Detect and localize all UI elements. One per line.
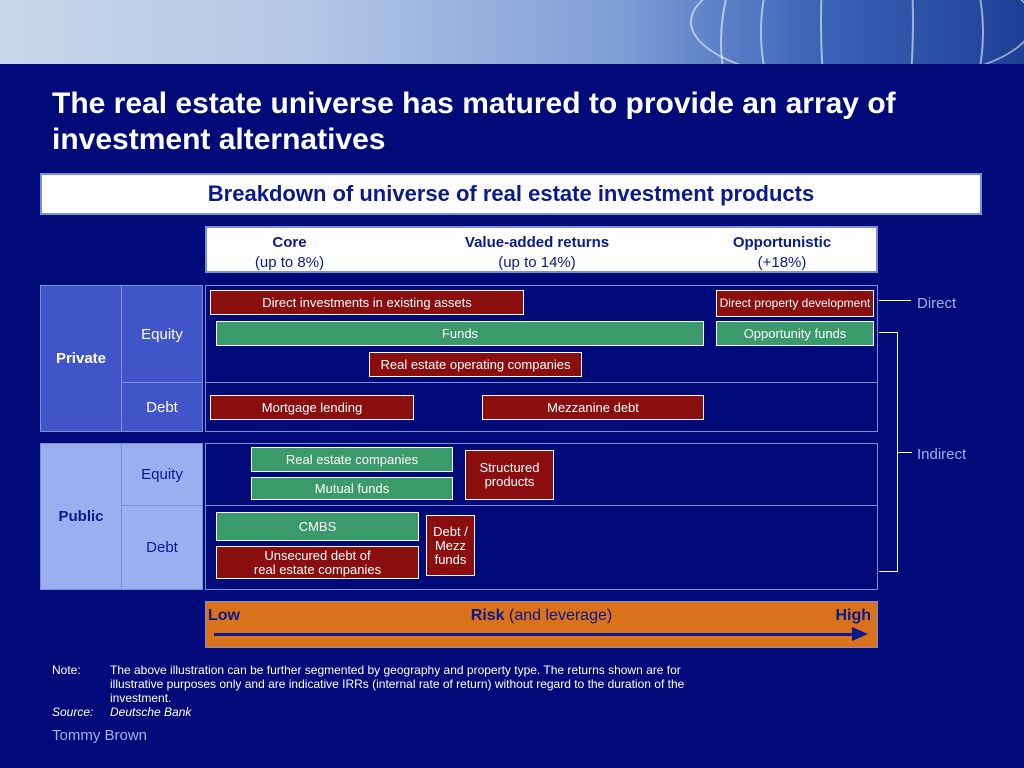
product-reoc: Real estate operating companies	[369, 352, 582, 377]
market-private: Private	[40, 285, 122, 432]
risk-arrow-shaft	[214, 633, 854, 636]
product-mezzanine-debt: Mezzanine debt	[482, 395, 704, 420]
source-key: Source:	[52, 705, 94, 719]
access-direct-label: Direct	[917, 295, 957, 312]
return-value-added: Value-added returns (up to 14%)	[437, 233, 637, 273]
slide-title: The real estate universe has matured to …	[52, 87, 896, 156]
return-opportunistic: Opportunistic (+18%)	[712, 233, 852, 273]
note-text: The above illustration can be further se…	[110, 663, 685, 705]
risk-arrow-icon	[852, 627, 868, 641]
note-row: Note: The above illustration can be furt…	[52, 663, 732, 705]
access-indirect-label: Indirect	[917, 446, 967, 463]
product-mortgage-lending-label: Mortgage lending	[261, 399, 363, 415]
note-key: Note:	[52, 663, 81, 677]
product-cmbs: CMBS	[216, 512, 419, 541]
private-debt-text: Debt	[146, 398, 178, 416]
product-unsecured-debt-line1: Unsecured debt of	[264, 547, 371, 563]
source-text: Deutsche Bank	[110, 705, 192, 719]
public-equity-label: Equity	[121, 443, 203, 506]
subtitle-text: Breakdown of universe of real estate inv…	[207, 181, 815, 206]
product-direct-property-dev-label: Direct property development	[719, 296, 871, 310]
private-equity-text: Equity	[141, 325, 183, 343]
product-opportunity-funds: Opportunity funds	[716, 321, 874, 346]
return-core-heading: Core	[272, 234, 307, 251]
author-name: Tommy Brown	[52, 727, 148, 744]
public-equity-text: Equity	[141, 466, 183, 483]
direct-connector	[879, 300, 911, 301]
indirect-connector	[898, 452, 912, 453]
return-core-value: (up to 8%)	[254, 254, 325, 271]
footnotes: Note: The above illustration can be furt…	[52, 663, 732, 719]
return-opportunistic-value: (+18%)	[757, 254, 807, 271]
return-opportunistic-heading: Opportunistic	[732, 234, 832, 251]
risk-low-label: Low	[208, 607, 240, 624]
risk-title: Risk (and leverage)	[206, 607, 877, 625]
product-direct-existing: Direct investments in existing assets	[210, 290, 524, 315]
globe-meridian-inner	[820, 0, 914, 64]
product-mezzanine-debt-label: Mezzanine debt	[547, 399, 639, 415]
product-cmbs-label: CMBS	[298, 518, 337, 534]
private-debt-label: Debt	[121, 382, 203, 432]
market-public: Public	[40, 443, 122, 590]
product-direct-property-dev: Direct property development	[716, 290, 874, 317]
indirect-bracket	[879, 332, 898, 572]
product-re-companies: Real estate companies	[251, 447, 453, 472]
risk-scale: Low Risk (and leverage) High	[205, 601, 878, 648]
product-funds-label: Funds	[441, 325, 479, 341]
public-debt-label: Debt	[121, 505, 203, 590]
risk-title-rest: (and leverage)	[504, 607, 613, 624]
return-value-added-heading: Value-added returns	[464, 234, 610, 251]
product-unsecured-debt-line2: real estate companies	[253, 561, 382, 577]
product-mutual-funds-label: Mutual funds	[314, 480, 390, 496]
risk-title-bold: Risk	[470, 607, 505, 624]
public-debt-text: Debt	[146, 539, 178, 556]
header-banner	[0, 0, 1024, 64]
product-debt-mezz-funds: Debt / Mezz funds	[426, 515, 475, 576]
product-debt-mezz-funds-label: Debt / Mezz funds	[433, 523, 468, 567]
risk-high-label: High	[835, 607, 871, 624]
private-equity-label: Equity	[121, 285, 203, 383]
return-core: Core (up to 8%)	[227, 233, 352, 273]
product-structured: Structured products	[465, 450, 554, 500]
product-funds: Funds	[216, 321, 704, 346]
product-mutual-funds: Mutual funds	[251, 477, 453, 500]
market-private-label: Private	[55, 350, 107, 367]
product-reoc-label: Real estate operating companies	[380, 356, 571, 372]
source-row: Source: Deutsche Bank	[52, 705, 732, 719]
diagram-subtitle: Breakdown of universe of real estate inv…	[40, 173, 982, 215]
product-unsecured-debt: Unsecured debt of real estate companies	[216, 546, 419, 579]
product-re-companies-label: Real estate companies	[285, 451, 419, 467]
return-categories: Core (up to 8%) Value-added returns (up …	[205, 226, 878, 273]
return-value-added-value: (up to 14%)	[498, 254, 576, 271]
product-opportunity-funds-label: Opportunity funds	[743, 325, 847, 341]
product-structured-label: Structured products	[479, 460, 540, 489]
product-mortgage-lending: Mortgage lending	[210, 395, 414, 420]
market-public-label: Public	[58, 508, 104, 525]
product-direct-existing-label: Direct investments in existing assets	[262, 294, 472, 310]
